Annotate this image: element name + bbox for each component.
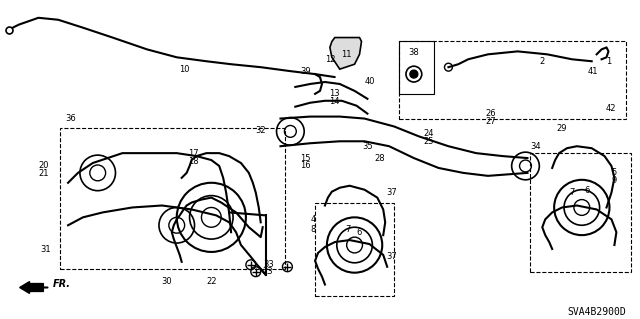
Text: 37: 37 [387, 252, 397, 261]
Text: 7: 7 [569, 188, 575, 197]
Bar [315, 203, 394, 296]
Text: 5: 5 [612, 168, 617, 177]
Text: 37: 37 [387, 188, 397, 197]
Text: 42: 42 [605, 104, 616, 113]
Text: 28: 28 [374, 153, 385, 163]
Text: 15: 15 [300, 153, 310, 163]
Text: 1: 1 [606, 57, 611, 66]
Bar [60, 129, 285, 269]
Text: 36: 36 [66, 114, 76, 123]
Text: 8: 8 [310, 225, 316, 234]
Text: 10: 10 [179, 65, 190, 74]
Text: 40: 40 [364, 77, 374, 85]
Text: 11: 11 [341, 50, 352, 59]
Text: 38: 38 [408, 48, 419, 57]
Text: 25: 25 [424, 137, 434, 146]
Text: 30: 30 [161, 277, 172, 286]
Text: FR.: FR. [53, 278, 71, 289]
Text: 6: 6 [584, 186, 589, 195]
Text: 7: 7 [345, 225, 350, 234]
Text: 32: 32 [255, 126, 266, 135]
Text: 14: 14 [330, 97, 340, 106]
Text: 4: 4 [310, 215, 316, 224]
Text: 34: 34 [530, 142, 541, 151]
Text: SVA4B2900D: SVA4B2900D [568, 307, 627, 317]
Text: 27: 27 [486, 117, 496, 126]
Bar [399, 41, 434, 94]
Text: 24: 24 [424, 129, 434, 138]
Text: 12: 12 [324, 55, 335, 64]
Text: 16: 16 [300, 161, 310, 170]
Text: 22: 22 [206, 277, 216, 286]
Text: 26: 26 [486, 109, 496, 118]
Text: 13: 13 [330, 89, 340, 98]
Text: 17: 17 [188, 149, 199, 158]
Text: 35: 35 [362, 142, 372, 151]
Text: 3: 3 [411, 70, 417, 78]
Circle shape [410, 70, 418, 78]
Text: 18: 18 [188, 157, 199, 166]
Text: 29: 29 [557, 124, 567, 133]
Text: 33: 33 [263, 260, 274, 269]
FancyArrow shape [20, 282, 44, 293]
Text: 6: 6 [357, 228, 362, 237]
Text: 21: 21 [38, 169, 49, 178]
Text: 39: 39 [300, 67, 310, 76]
Bar [531, 153, 631, 272]
Text: 41: 41 [588, 67, 598, 76]
Text: 2: 2 [540, 57, 545, 66]
Text: 23: 23 [262, 267, 273, 276]
Text: 31: 31 [40, 245, 51, 255]
Bar [399, 41, 627, 119]
Polygon shape [330, 38, 362, 69]
Text: 20: 20 [38, 161, 49, 170]
Text: 9: 9 [612, 176, 617, 185]
